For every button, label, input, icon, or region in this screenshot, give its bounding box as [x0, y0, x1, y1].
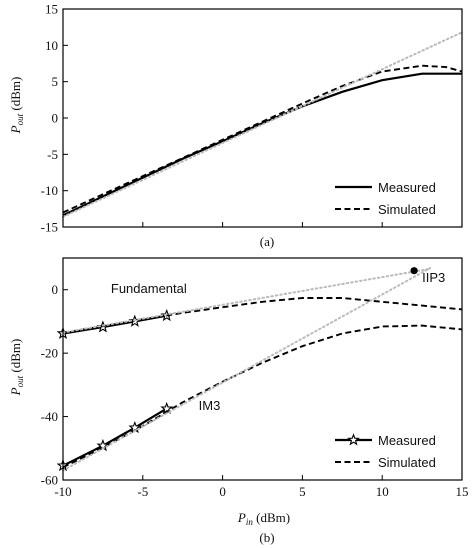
panel-b-legend-label: Simulated	[378, 455, 436, 470]
panel-b-series-1-line-0	[62, 297, 463, 334]
iip3-point-marker	[410, 267, 418, 275]
panel-a-caption: (a)	[260, 234, 274, 249]
panel-b-x-tick-label: -10	[54, 484, 71, 499]
panel-b-series-2-line-0	[62, 267, 432, 334]
panel-b-x-tick-label: 15	[456, 484, 469, 499]
panel-b-y-tick-label: 0	[52, 282, 59, 297]
panel-b-x-tick-label: 5	[299, 484, 306, 499]
panel-a-chart: -15 -10 -5 0 5 10 15 Measured Simulated	[41, 2, 463, 235]
panel-a-legend: Measured Simulated	[335, 180, 436, 217]
panel-a-legend-label: Simulated	[378, 202, 436, 217]
panel-b-series-0-line-1	[62, 407, 168, 467]
panel-b-x-tick-label: 0	[219, 484, 226, 499]
panel-b-y-axis-label: Pout (dBm)	[8, 339, 25, 397]
panel-b-x-tick-label: -5	[137, 484, 148, 499]
panel-a-y-axis-label: Pout (dBm)	[8, 77, 25, 135]
panel-b-annotation-2: IM3	[199, 398, 221, 413]
panel-a-series-2-line	[62, 31, 463, 218]
panel-a-series-1-line	[62, 64, 463, 214]
panel-b-plot-frame	[62, 257, 463, 481]
panel-b-y-tick-label: -40	[41, 409, 58, 424]
panel-b-x-tick-label: 10	[376, 484, 389, 499]
panel-a-y-tick-label: -10	[41, 183, 58, 198]
panel-a-y-tick-label: -15	[41, 220, 58, 235]
panel-b-series-1-line-1	[62, 324, 463, 469]
panel-a-y-tick-label: 10	[45, 38, 58, 53]
panel-a-y-tick-label: 5	[52, 74, 59, 89]
panel-a-series-0-line	[62, 72, 462, 217]
panel-a-legend-label: Measured	[378, 180, 436, 195]
panel-b-legend: Measured Simulated	[335, 433, 436, 470]
panel-b-annotation-1: IIP3	[422, 270, 445, 285]
panel-b-legend-star-marker	[347, 433, 360, 446]
panel-b-annotation-0: Fundamental	[111, 281, 187, 296]
panel-b-caption: (b)	[259, 530, 274, 545]
panel-b-legend-label: Measured	[378, 433, 436, 448]
panel-b-y-tick-label: -60	[41, 473, 58, 488]
panel-b-y-tick-label: -20	[41, 346, 58, 361]
panel-b-x-axis-label: Pin (dBm)	[237, 510, 290, 527]
panel-b-series-2-line-1	[62, 267, 432, 472]
panel-a-y-tick-label: 15	[45, 2, 58, 17]
panel-a-y-tick-label: -5	[47, 147, 58, 162]
panel-a-y-tick-label: 0	[52, 111, 59, 126]
panel-b-chart: Fundamental IIP3 IM3 -60 -40 -20 0 -10 -5 0 5 10 15 M…	[41, 257, 469, 499]
